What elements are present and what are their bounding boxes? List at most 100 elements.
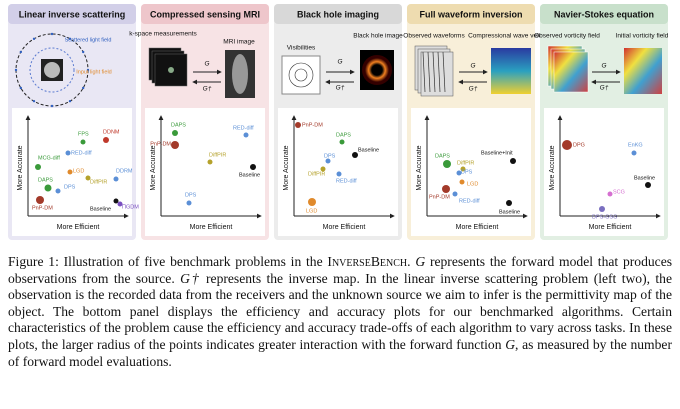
point-label: MCG-diff bbox=[38, 155, 60, 161]
point bbox=[459, 179, 465, 185]
point-label: LGD bbox=[73, 168, 84, 174]
panel: Linear inverse scattering Scattered light… bbox=[8, 4, 139, 240]
point bbox=[65, 150, 71, 156]
illustration-label: Input light field bbox=[76, 69, 111, 75]
point-label: PnP-DM bbox=[429, 194, 450, 200]
point-label: RED-diff bbox=[233, 125, 254, 131]
y-axis-label: More Accurate bbox=[150, 145, 157, 190]
point bbox=[320, 166, 326, 172]
point bbox=[85, 175, 91, 181]
point bbox=[186, 200, 192, 206]
bh-ring bbox=[362, 55, 392, 85]
point bbox=[207, 159, 213, 165]
point-label: RED-diff bbox=[336, 178, 357, 184]
illustration-label: G† bbox=[600, 85, 609, 92]
point bbox=[442, 185, 450, 193]
point-label: DiffPIR bbox=[308, 171, 325, 177]
illustration-label: Compressional wave velocity bbox=[468, 33, 553, 40]
point bbox=[250, 164, 256, 170]
point-label: LGD bbox=[306, 208, 317, 214]
receiver bbox=[50, 104, 54, 108]
point bbox=[599, 206, 605, 212]
x-axis-label: More Efficient bbox=[456, 224, 499, 231]
caption-text: G bbox=[505, 336, 516, 352]
point-label: DiffPIR bbox=[457, 160, 474, 166]
plot-area bbox=[411, 108, 531, 236]
receiver bbox=[50, 32, 54, 36]
waveform bbox=[437, 51, 441, 93]
plot-area bbox=[145, 108, 265, 236]
caption-label: Figure 1: bbox=[8, 254, 59, 269]
point-label: PnP-DM bbox=[150, 141, 171, 147]
panel: Navier-Stokes equation Observed vorticity… bbox=[534, 4, 669, 240]
illustration-label: k-space measurements bbox=[129, 31, 197, 38]
panel-title: Linear inverse scattering bbox=[19, 9, 126, 19]
x-axis-label: More Efficient bbox=[589, 224, 632, 231]
illustration-label: Initial vorticity field bbox=[616, 33, 669, 40]
point bbox=[443, 160, 451, 168]
illustration-label: G bbox=[337, 59, 342, 66]
point bbox=[308, 198, 316, 206]
point-label: EnKG bbox=[628, 142, 643, 148]
point bbox=[460, 166, 466, 172]
figure: Linear inverse scattering Scattered light… bbox=[8, 4, 669, 240]
illustration-label: MRI image bbox=[223, 39, 255, 46]
point-label: DPS bbox=[461, 169, 473, 175]
receiver bbox=[68, 99, 72, 103]
point bbox=[510, 158, 516, 164]
caption-text: G bbox=[415, 254, 426, 269]
panel-title: Full waveform inversion bbox=[419, 9, 522, 19]
point bbox=[44, 184, 52, 192]
receiver bbox=[81, 86, 85, 90]
point-label: DAPS bbox=[336, 132, 351, 138]
point bbox=[103, 137, 109, 143]
point-label: DPS-GSG bbox=[592, 214, 617, 220]
point bbox=[171, 141, 179, 149]
panel-header bbox=[540, 4, 668, 24]
field-ring bbox=[29, 47, 75, 93]
receiver bbox=[32, 37, 36, 41]
point-label: RED-diff bbox=[71, 150, 92, 156]
visibility-plot bbox=[281, 55, 321, 95]
caption: Figure 1: Illustration of five benchmark… bbox=[8, 254, 672, 370]
point-label: DiffPIR bbox=[209, 152, 226, 158]
caption-text: represents the forward model that produc… bbox=[8, 254, 673, 286]
caption-text: Illustration of five benchmark problems … bbox=[63, 254, 328, 269]
point-label: DiffPIR bbox=[90, 179, 107, 185]
point bbox=[645, 182, 651, 188]
illustration-label: Observed waveforms bbox=[403, 33, 465, 40]
waveform bbox=[422, 51, 426, 93]
panel-header bbox=[141, 4, 269, 24]
x-axis-label: More Efficient bbox=[190, 224, 233, 231]
caption-text: , as measured by the number of forward m… bbox=[8, 336, 672, 369]
x-axis-label: More Efficient bbox=[57, 224, 100, 231]
point bbox=[352, 152, 358, 158]
waveform bbox=[427, 51, 431, 93]
point bbox=[295, 122, 301, 128]
illustration-label: G bbox=[204, 61, 209, 68]
caption-text: . bbox=[407, 254, 416, 269]
receiver bbox=[81, 50, 85, 54]
illustration-label: G bbox=[470, 63, 475, 70]
point bbox=[456, 170, 462, 176]
point bbox=[36, 196, 44, 204]
point bbox=[336, 171, 342, 177]
plot-area bbox=[544, 108, 664, 236]
point-label: PnP-DM bbox=[302, 122, 323, 128]
receiver bbox=[68, 37, 72, 41]
point-label: DAPS bbox=[171, 122, 186, 128]
point-label: RED-diff bbox=[459, 198, 480, 204]
illustration-label: G bbox=[601, 63, 606, 70]
y-axis-label: More Accurate bbox=[416, 145, 423, 190]
object bbox=[44, 62, 60, 78]
point-label: Baseline bbox=[358, 147, 379, 153]
waveform bbox=[432, 51, 436, 93]
uv-track bbox=[288, 62, 314, 88]
point-label: DPS bbox=[185, 192, 197, 198]
illustration-label: G† bbox=[203, 86, 212, 93]
receiver bbox=[19, 86, 23, 90]
point-label: Baseline bbox=[499, 209, 520, 215]
point-label: ΠGDM bbox=[122, 204, 139, 210]
panel-header bbox=[407, 4, 535, 24]
point-label: Baseline bbox=[90, 206, 111, 212]
